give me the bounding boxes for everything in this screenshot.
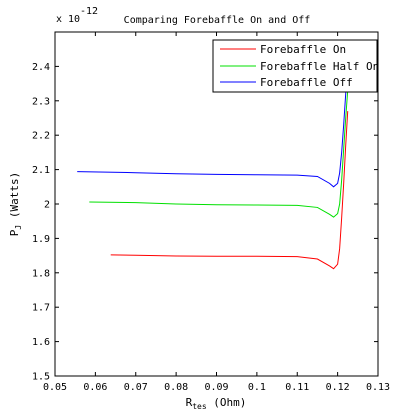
y-tick-label: 2.2 bbox=[32, 131, 50, 142]
y-axis-label-main: P bbox=[8, 229, 21, 236]
x-tick-label: 0.07 bbox=[124, 382, 148, 393]
x-axis-label: Rtes (Ohm) bbox=[186, 396, 247, 411]
y-tick-label: 2.3 bbox=[32, 96, 50, 107]
x-tick-label: 0.06 bbox=[83, 382, 107, 393]
y-tick-label: 1.8 bbox=[32, 268, 50, 279]
x-axis-label-sub: tes bbox=[192, 402, 207, 411]
x-axis-label-rest: (Ohm) bbox=[207, 396, 247, 409]
tick-marks bbox=[54, 32, 379, 377]
y-tick-label: 2.4 bbox=[32, 62, 50, 73]
x-tick-label: 0.12 bbox=[326, 382, 350, 393]
y-tick-label: 1.5 bbox=[32, 372, 50, 383]
legend: Forebaffle On Forebaffle Half On Forebaf… bbox=[212, 39, 379, 93]
y-axis-label-rest: (Watts) bbox=[8, 172, 21, 225]
x-tick-label: 0.1 bbox=[248, 382, 266, 393]
y-tick-label: 1.9 bbox=[32, 234, 50, 245]
series-line-0 bbox=[110, 111, 349, 270]
y-axis-label: PJ (Watts) bbox=[8, 172, 23, 236]
y-exponent-base: x 10 bbox=[56, 14, 80, 25]
series-lines bbox=[77, 66, 349, 270]
series-line-1 bbox=[89, 90, 349, 218]
series-line-2 bbox=[77, 66, 349, 188]
y-exponent-power: -12 bbox=[80, 6, 98, 17]
legend-label-off: Forebaffle Off bbox=[260, 76, 353, 89]
chart-title: Comparing Forebaffle On and Off bbox=[124, 15, 311, 26]
x-tick-label: 0.11 bbox=[285, 382, 309, 393]
y-axis-label-sub: J bbox=[14, 225, 23, 230]
x-axis-label-main: R bbox=[186, 396, 193, 409]
x-tick-label: 0.05 bbox=[43, 382, 67, 393]
x-tick-label: 0.13 bbox=[366, 382, 390, 393]
legend-label-half-on: Forebaffle Half On bbox=[260, 60, 379, 73]
y-tick-label: 1.7 bbox=[32, 303, 50, 314]
y-tick-label: 2.1 bbox=[32, 165, 50, 176]
x-tick-label: 0.08 bbox=[164, 382, 188, 393]
x-tick-label: 0.09 bbox=[204, 382, 228, 393]
y-tick-label: 2 bbox=[44, 200, 50, 211]
legend-label-on: Forebaffle On bbox=[260, 43, 346, 56]
x-tick-labels: 0.05 0.06 0.07 0.08 0.09 0.1 0.11 0.12 0.13 bbox=[43, 382, 390, 393]
y-tick-label: 1.6 bbox=[32, 337, 50, 348]
chart-title-text: Comparing Forebaffle On and Off bbox=[124, 15, 311, 26]
y-tick-labels: 1.5 1.6 1.7 1.8 1.9 2 2.1 2.2 2.3 2.4 bbox=[32, 62, 50, 383]
